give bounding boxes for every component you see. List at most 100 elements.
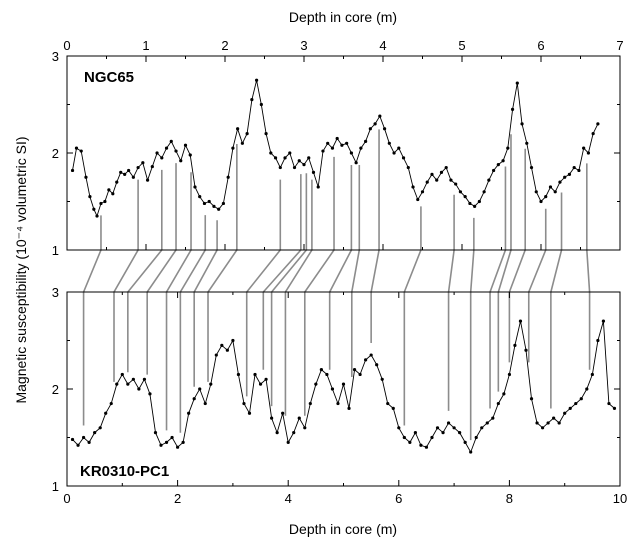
top-data-point: [119, 170, 123, 174]
bottom-data-point: [104, 411, 108, 415]
top-data-point: [255, 78, 259, 82]
top-data-point: [373, 122, 377, 126]
bottom-data-point: [164, 440, 169, 444]
top-data-point: [506, 146, 510, 150]
top-data-point: [548, 185, 553, 189]
top-data-point: [368, 127, 372, 131]
top-data-point: [501, 159, 505, 163]
tie-line: [447, 194, 455, 411]
tie-line: [508, 148, 527, 363]
top-data-point: [473, 204, 477, 208]
top-data-point: [563, 175, 567, 179]
bottom-data-point: [303, 426, 307, 430]
bottom-data-point: [358, 372, 362, 377]
top-data-point: [544, 195, 548, 199]
top-data-point: [278, 165, 282, 170]
bottom-data-point: [386, 401, 390, 406]
top-data-point: [439, 170, 444, 174]
top-frame: [66, 55, 621, 251]
top-data-point: [292, 165, 297, 170]
bottom-data-point: [485, 421, 489, 425]
bottom-data-point: [546, 421, 550, 425]
top-data-point: [145, 178, 150, 182]
bottom-data-point: [529, 397, 534, 401]
top-data-point: [160, 156, 164, 160]
top-data-point: [127, 168, 131, 173]
bottom-data-point: [131, 377, 135, 381]
top-data-point: [406, 165, 410, 170]
top-data-point: [70, 168, 75, 173]
tie-line: [262, 174, 302, 370]
top-x-tick-label: 1: [142, 38, 149, 53]
top-data-point: [141, 161, 145, 165]
top-data-point: [311, 170, 316, 174]
top-x-tick-label: 5: [458, 38, 465, 53]
top-data-point: [572, 165, 576, 170]
tie-line: [403, 206, 422, 426]
bottom-data-point: [120, 372, 124, 377]
top-data-point: [558, 180, 562, 184]
bottom-data-point: [292, 431, 296, 435]
top-series-line: [72, 80, 599, 218]
bottom-data-point: [574, 401, 578, 406]
bottom-data-point: [242, 401, 246, 406]
top-data-point: [411, 185, 415, 189]
bottom-data-point: [469, 450, 473, 454]
bottom-data-point: [258, 382, 263, 386]
top-data-point: [131, 175, 135, 179]
top-data-point: [326, 141, 330, 145]
bottom-series-line: [72, 320, 615, 454]
bottom-x-tick-label: 4: [285, 491, 292, 506]
tie-line: [284, 179, 313, 416]
bottom-data-point: [231, 338, 235, 343]
bottom-data-point: [341, 382, 346, 386]
top-data-point: [236, 127, 240, 131]
top-data-point: [217, 207, 221, 211]
top-data-point: [525, 141, 529, 145]
top-data-point: [515, 81, 519, 85]
tie-line: [586, 163, 591, 370]
top-data-point: [240, 141, 244, 145]
bottom-data-point: [70, 437, 75, 442]
top-x-tick-label: 3: [300, 38, 307, 53]
top-data-point: [330, 146, 335, 150]
bottom-data-point: [601, 319, 606, 323]
top-panel: 0 1 2 3 4 5 6 7 1 2 3: [52, 38, 624, 258]
bottom-data-point: [424, 445, 429, 449]
top-data-point: [354, 161, 358, 165]
bottom-data-point: [408, 440, 412, 444]
bottom-data-point: [336, 401, 340, 406]
top-x-tick-label: 4: [379, 38, 386, 53]
top-data-point: [378, 114, 382, 118]
bottom-data-point: [441, 431, 445, 435]
bottom-data-point: [535, 421, 539, 425]
top-y-tick-label: 1: [52, 243, 59, 258]
bottom-data-point: [137, 387, 141, 391]
tie-line: [146, 163, 177, 375]
top-data-point: [183, 143, 188, 147]
top-data-point: [458, 190, 463, 194]
bottom-data-point: [159, 443, 163, 447]
bottom-x-tick-label: 6: [395, 491, 402, 506]
bottom-data-point: [115, 382, 119, 386]
top-data-point: [349, 151, 353, 155]
top-data-point: [492, 168, 496, 173]
bottom-x-tick-label: 0: [63, 491, 70, 506]
bottom-data-point: [297, 416, 301, 420]
top-data-point: [364, 139, 368, 143]
top-data-point: [449, 178, 453, 182]
bottom-data-point: [391, 406, 395, 410]
bottom-axis-title: Depth in core (m): [289, 521, 397, 537]
top-data-point: [188, 153, 192, 157]
tie-line: [550, 192, 563, 409]
bottom-data-point: [474, 435, 478, 440]
bottom-data-point: [585, 387, 589, 391]
bottom-data-point: [524, 348, 528, 352]
bottom-x-tick-label: 2: [174, 491, 181, 506]
top-data-point: [136, 165, 140, 170]
bottom-data-point: [540, 426, 545, 430]
bottom-data-point: [596, 338, 600, 343]
bottom-data-point: [87, 440, 91, 444]
bottom-data-point: [214, 353, 218, 357]
top-data-point: [245, 132, 249, 136]
